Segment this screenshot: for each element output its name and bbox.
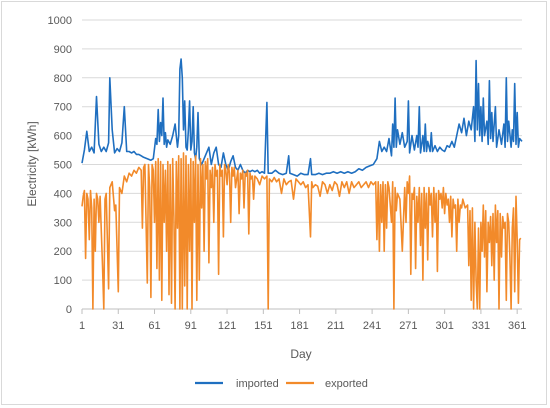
y-tick-label: 100 [54,275,72,287]
x-tick-label: 181 [290,320,308,332]
y-tick-label: 900 [54,44,72,56]
x-tick-label: 1 [79,320,85,332]
x-tick-label: 211 [327,320,345,332]
x-tick-label: 271 [399,320,417,332]
y-tick-label: 300 [54,217,72,229]
x-tick-label: 361 [508,320,526,332]
y-tick-label: 700 [54,102,72,114]
x-tick-label: 91 [185,320,197,332]
x-tick-label: 121 [218,320,236,332]
y-tick-label: 600 [54,131,72,143]
x-tick-label: 61 [148,320,160,332]
y-tick-labels: 0 100 200 300 400 500 600 700 800 900 1000 [48,15,72,316]
gridlines [82,19,522,281]
legend-label-imported: imported [236,378,279,390]
series-line-exported [81,152,522,310]
legend-label-exported: exported [325,378,368,390]
x-tick-label: 151 [254,320,272,332]
x-tick-label: 241 [363,320,381,332]
x-tick-label: 331 [472,320,490,332]
legend: imported exported [195,378,368,390]
series-lines [81,58,523,310]
series-line-imported [81,58,523,177]
y-tick-label: 0 [66,304,72,316]
y-tick-label: 200 [54,246,72,258]
y-tick-label: 400 [54,188,72,200]
y-axis-title: Electricity [kWh] [25,121,39,206]
x-axis-title: Day [290,347,311,361]
x-tick-label: 301 [435,320,453,332]
y-tick-label: 1000 [48,15,72,27]
x-tick-label: 31 [112,320,124,332]
y-tick-label: 800 [54,73,72,85]
x-tick-labels: 1 31 61 91 121 151 181 211 241 271 301 331 361 [79,309,526,332]
y-tick-label: 500 [54,160,72,172]
